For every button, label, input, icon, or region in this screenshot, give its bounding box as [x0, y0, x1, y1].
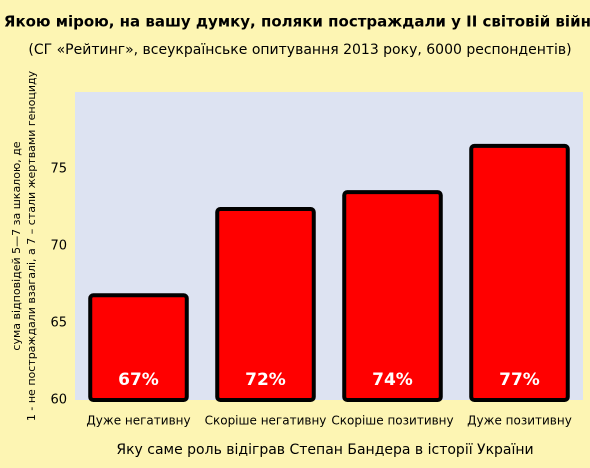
y-axis-label: 1 - не постраждали взагалі, а 7 – стали … [25, 70, 38, 421]
y-tick-label: 75 [50, 162, 67, 177]
data-label: 72% [245, 370, 286, 390]
x-axis-label: Яку саме роль відіграв Степан Бандера в … [116, 442, 533, 458]
chart-subtitle: (СГ «Рейтинг», всеукраїнське опитування … [28, 42, 571, 58]
data-label: 77% [499, 370, 540, 390]
y-tick-label: 65 [50, 316, 67, 331]
y-axis-label: сума відповідей 5—7 за шкалою, де [10, 141, 23, 350]
x-tick-label: Скоріше позитивну [331, 414, 453, 428]
data-label: 74% [372, 370, 413, 390]
chart-title: Якою мірою, на вашу думку, поляки постра… [4, 13, 590, 31]
bar [342, 190, 443, 402]
bar [469, 143, 570, 402]
x-tick-label: Скоріше негативну [205, 414, 327, 428]
data-label: 67% [118, 370, 159, 390]
x-tick-label: Дуже негативну [86, 414, 190, 428]
x-tick-label: Дуже позитивну [467, 414, 572, 428]
y-tick-label: 60 [50, 393, 67, 408]
bar [88, 293, 189, 402]
y-tick-label: 70 [50, 239, 67, 254]
bar [215, 207, 316, 402]
